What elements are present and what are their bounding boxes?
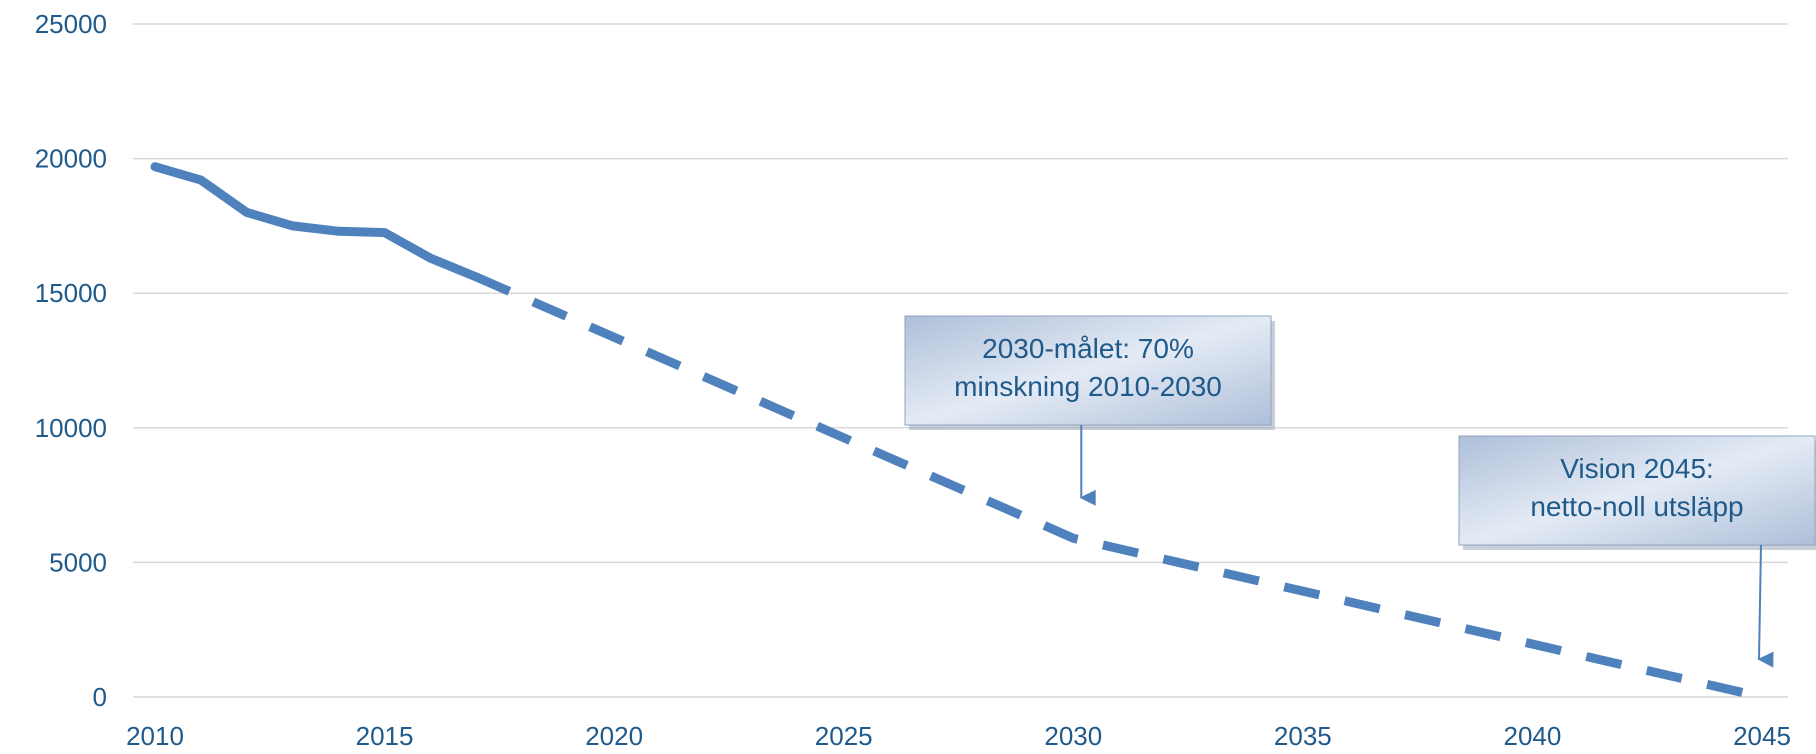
annotation-callout-2: Vision 2045: netto-noll utsläpp <box>1458 435 1816 668</box>
x-tick-label: 2020 <box>585 721 643 751</box>
y-tick-label: 20000 <box>35 144 107 174</box>
y-tick-label: 10000 <box>35 413 107 443</box>
x-tick-label: 2010 <box>126 721 184 751</box>
x-tick-label: 2035 <box>1274 721 1332 751</box>
x-tick-label: 2025 <box>815 721 873 751</box>
y-tick-label: 5000 <box>49 547 107 577</box>
historical-solid-line <box>150 162 481 282</box>
x-axis-ticks: 2010 2015 2020 2025 2030 2035 2040 2045 <box>126 721 1791 751</box>
callout-text: minskning 2010-2030 <box>954 371 1222 402</box>
x-tick-label: 2040 <box>1504 721 1562 751</box>
callout-text: netto-noll utsläpp <box>1530 491 1743 522</box>
x-tick-label: 2045 <box>1733 721 1791 751</box>
y-tick-label: 0 <box>93 682 107 712</box>
callout-box <box>904 315 1272 426</box>
projection-dashed-line <box>474 272 1764 702</box>
callout-arrow <box>1757 544 1774 668</box>
series-lines <box>150 162 1764 702</box>
x-tick-label: 2015 <box>356 721 414 751</box>
x-tick-label: 2030 <box>1044 721 1102 751</box>
callout-box <box>1458 435 1816 546</box>
annotations: 2030-målet: 70% minskning 2010-2030 Vision… <box>904 315 1816 668</box>
callout-text: Vision 2045: <box>1560 453 1714 484</box>
callout-text: 2030-målet: 70% <box>982 333 1194 364</box>
y-tick-label: 25000 <box>35 9 107 39</box>
y-tick-label: 15000 <box>35 278 107 308</box>
y-axis-ticks: 0 5000 10000 15000 20000 25000 <box>35 9 107 712</box>
annotation-callout-1: 2030-målet: 70% minskning 2010-2030 <box>904 315 1275 506</box>
